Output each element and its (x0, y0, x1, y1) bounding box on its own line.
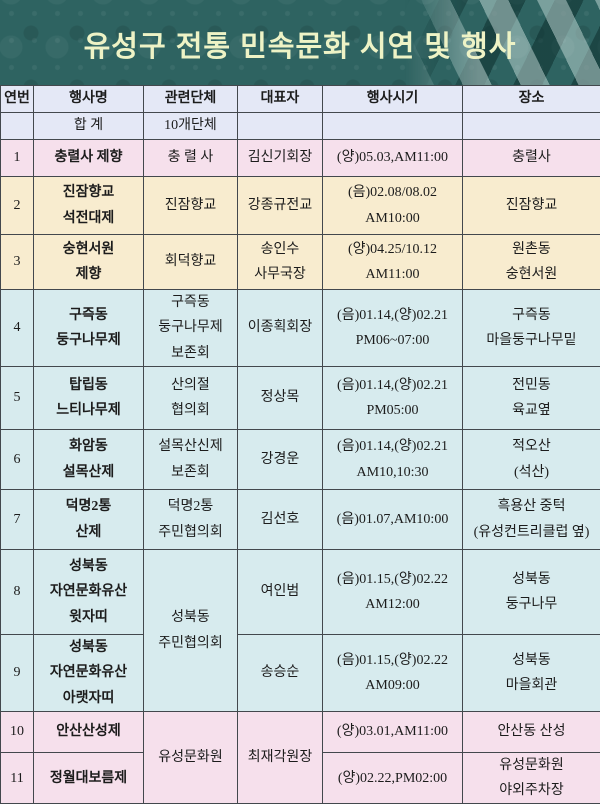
cell-location: 전민동 육교옆 (463, 367, 600, 430)
col-header-name: 행사명 (34, 86, 144, 113)
cell-org: 회덕향교 (144, 235, 238, 290)
cell-org: 구즉동 둥구나무제 보존회 (144, 290, 238, 367)
table-row: 4 구즉동 둥구나무제 구즉동 둥구나무제 보존회 이종획회장 (음)01.14… (1, 290, 600, 367)
col-header-schedule: 행사시기 (323, 86, 463, 113)
col-header-org: 관련단체 (144, 86, 238, 113)
cell-location: 진잠향교 (463, 177, 600, 235)
cell-location: 안산동 산성 (463, 712, 600, 753)
cell-location: 적오산 (석산) (463, 430, 600, 490)
cell-representative: 정상목 (238, 367, 323, 430)
cell-org: 덕명2통 주민협의회 (144, 490, 238, 550)
table-row: 1 충렬사 제향 충 렬 사 김신기회장 (양)05.03,AM11:00 충렬… (1, 140, 600, 177)
cell-representative: 강경운 (238, 430, 323, 490)
cell-org: 산의절 협의회 (144, 367, 238, 430)
cell-event-name: 덕명2통 산제 (34, 490, 144, 550)
cell-total-label: 합 계 (34, 113, 144, 140)
header-row: 연번 행사명 관련단체 대표자 행사시기 장소 (1, 86, 600, 113)
cell-schedule (323, 113, 463, 140)
cell-event-name: 진잠향교 석전대제 (34, 177, 144, 235)
cell-schedule: (음)01.15,(양)02.22 AM12:00 (323, 550, 463, 635)
cell-schedule: (음)02.08/08.02 AM10:00 (323, 177, 463, 235)
cell-location: 성북동 둥구나무 (463, 550, 600, 635)
cell-representative: 김신기회장 (238, 140, 323, 177)
cell-event-name: 숭현서원 제향 (34, 235, 144, 290)
cell-no: 4 (1, 290, 34, 367)
col-header-no: 연번 (1, 86, 34, 113)
cell-representative: 김선호 (238, 490, 323, 550)
cell-representative: 여인범 (238, 550, 323, 635)
cell-org: 충 렬 사 (144, 140, 238, 177)
cell-event-name: 성북동 자연문화유산 윗자띠 (34, 550, 144, 635)
cell-location: 구즉동 마을둥구나무밑 (463, 290, 600, 367)
cell-org: 진잠향교 (144, 177, 238, 235)
summary-row: 합 계 10개단체 (1, 113, 600, 140)
cell-schedule: (양)04.25/10.12 AM11:00 (323, 235, 463, 290)
cell-org: 설목산신제 보존회 (144, 430, 238, 490)
cell-no: 3 (1, 235, 34, 290)
cell-rep (238, 113, 323, 140)
cell-schedule: (음)01.14,(양)02.21 AM10,10:30 (323, 430, 463, 490)
cell-no: 8 (1, 550, 34, 635)
cell-schedule: (음)01.14,(양)02.21 PM06~07:00 (323, 290, 463, 367)
title-band: 유성구 전통 민속문화 시연 및 행사 (0, 0, 600, 85)
cell-representative: 송인수 사무국장 (238, 235, 323, 290)
cell-representative: 이종획회장 (238, 290, 323, 367)
cell-no: 6 (1, 430, 34, 490)
cell-event-name: 구즉동 둥구나무제 (34, 290, 144, 367)
cell-representative: 강종규전교 (238, 177, 323, 235)
cell-schedule: (양)05.03,AM11:00 (323, 140, 463, 177)
events-table: 연번 행사명 관련단체 대표자 행사시기 장소 합 계 10개단체 1 충렬사 … (0, 85, 600, 804)
cell-event-name: 정월대보름제 (34, 753, 144, 804)
cell-no: 1 (1, 140, 34, 177)
cell-no: 7 (1, 490, 34, 550)
col-header-location: 장소 (463, 86, 600, 113)
cell-location: 원촌동 숭현서원 (463, 235, 600, 290)
cell-total-orgs: 10개단체 (144, 113, 238, 140)
cell-representative: 송승순 (238, 635, 323, 712)
cell-schedule: (음)01.14,(양)02.21 PM05:00 (323, 367, 463, 430)
cell-location: 충렬사 (463, 140, 600, 177)
cell-org-merged: 성북동 주민협의회 (144, 550, 238, 712)
table-row: 5 탑립동 느티나무제 산의절 협의회 정상목 (음)01.14,(양)02.2… (1, 367, 600, 430)
cell-event-name: 탑립동 느티나무제 (34, 367, 144, 430)
cell-schedule: (음)01.15,(양)02.22 AM09:00 (323, 635, 463, 712)
cell-no: 10 (1, 712, 34, 753)
table-row: 9 성북동 자연문화유산 아랫자띠 송승순 (음)01.15,(양)02.22 … (1, 635, 600, 712)
cell-event-name: 성북동 자연문화유산 아랫자띠 (34, 635, 144, 712)
table-row: 3 숭현서원 제향 회덕향교 송인수 사무국장 (양)04.25/10.12 A… (1, 235, 600, 290)
table-row: 8 성북동 자연문화유산 윗자띠 성북동 주민협의회 여인범 (음)01.15,… (1, 550, 600, 635)
cell-org-merged: 유성문화원 (144, 712, 238, 804)
cell-event-name: 충렬사 제향 (34, 140, 144, 177)
table-row: 10 안산산성제 유성문화원 최재각원장 (양)03.01,AM11:00 안산… (1, 712, 600, 753)
cell-schedule: (양)03.01,AM11:00 (323, 712, 463, 753)
cell-event-name: 안산산성제 (34, 712, 144, 753)
table-row: 2 진잠향교 석전대제 진잠향교 강종규전교 (음)02.08/08.02 AM… (1, 177, 600, 235)
table-row: 6 화암동 설목산제 설목산신제 보존회 강경운 (음)01.14,(양)02.… (1, 430, 600, 490)
cell-no (1, 113, 34, 140)
cell-location: 유성문화원 야외주차장 (463, 753, 600, 804)
cell-location: 성북동 마을회관 (463, 635, 600, 712)
cell-event-name: 화암동 설목산제 (34, 430, 144, 490)
table-row: 7 덕명2통 산제 덕명2통 주민협의회 김선호 (음)01.07,AM10:0… (1, 490, 600, 550)
cell-no: 5 (1, 367, 34, 430)
cell-no: 2 (1, 177, 34, 235)
page-title: 유성구 전통 민속문화 시연 및 행사 (0, 0, 600, 65)
col-header-rep: 대표자 (238, 86, 323, 113)
cell-schedule: (양)02.22,PM02:00 (323, 753, 463, 804)
cell-location: 흑용산 중턱 (유성컨트리클럽 옆) (463, 490, 600, 550)
cell-location (463, 113, 600, 140)
cell-representative-merged: 최재각원장 (238, 712, 323, 804)
cell-schedule: (음)01.07,AM10:00 (323, 490, 463, 550)
cell-no: 11 (1, 753, 34, 804)
cell-no: 9 (1, 635, 34, 712)
